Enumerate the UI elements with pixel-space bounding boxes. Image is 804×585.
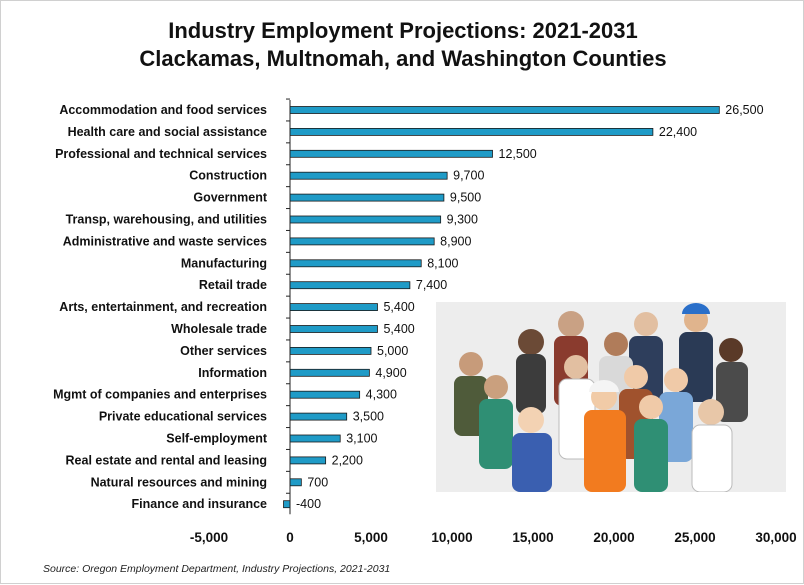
x-tick-label: 15,000 (512, 530, 553, 545)
data-label: 5,000 (377, 344, 408, 358)
data-label: 700 (307, 475, 328, 489)
bar (289, 412, 348, 421)
bar (289, 215, 442, 224)
data-label: 5,400 (383, 300, 414, 314)
category-label: Administrative and waste services (63, 234, 267, 248)
bar (289, 149, 493, 158)
bar (289, 303, 378, 312)
x-tick-label: 0 (286, 530, 294, 545)
x-tick-label: 30,000 (755, 530, 796, 545)
category-label: Finance and insurance (132, 497, 268, 511)
data-label: 26,500 (725, 103, 763, 117)
source-note: Source: Oregon Employment Department, In… (43, 563, 391, 575)
data-label: 12,500 (499, 147, 537, 161)
people-of-many-occupations-photo (436, 302, 786, 492)
category-label: Health care and social assistance (68, 125, 267, 139)
bar (289, 456, 327, 465)
category-label: Retail trade (199, 278, 267, 292)
data-label: 4,300 (366, 388, 397, 402)
category-label: Other services (180, 344, 267, 358)
x-tick-label: 25,000 (674, 530, 715, 545)
data-label: 2,200 (332, 453, 363, 467)
x-tick-label: 5,000 (354, 530, 388, 545)
category-label: Arts, entertainment, and recreation (59, 300, 267, 314)
data-label: 8,100 (427, 256, 458, 270)
category-label: Construction (189, 169, 267, 183)
bar (289, 325, 378, 333)
bar (289, 128, 654, 136)
data-label: 7,400 (416, 278, 447, 292)
category-label: Government (193, 191, 267, 205)
x-tick-label: 20,000 (593, 530, 634, 545)
bar (289, 106, 720, 114)
category-label: Professional and technical services (55, 147, 267, 161)
category-label: Private educational services (99, 410, 267, 424)
x-tick-label: -5,000 (190, 530, 228, 545)
bar (289, 346, 372, 355)
category-label: Mgmt of companies and enterprises (53, 388, 267, 402)
bar (289, 237, 435, 246)
category-label: Self-employment (166, 432, 268, 446)
category-label: Wholesale trade (171, 322, 267, 336)
data-label: -400 (296, 497, 321, 511)
category-label: Manufacturing (181, 256, 267, 270)
bar (289, 281, 411, 290)
data-label: 3,500 (353, 410, 384, 424)
bar (289, 478, 302, 487)
data-label: 8,900 (440, 234, 471, 248)
data-label: 9,500 (450, 191, 481, 205)
x-tick-label: 10,000 (431, 530, 472, 545)
data-label: 3,100 (346, 432, 377, 446)
chart-subtitle: Clackamas, Multnomah, and Washington Cou… (139, 46, 667, 71)
category-label: Real estate and rental and leasing (66, 453, 267, 467)
bar (289, 434, 341, 443)
chart-title: Industry Employment Projections: 2021-20… (168, 18, 638, 43)
data-label: 4,900 (375, 366, 406, 380)
data-label: 5,400 (383, 322, 414, 336)
category-label: Natural resources and mining (91, 475, 267, 489)
occupations-photo (436, 302, 786, 492)
bar (289, 193, 445, 202)
category-label: Transp, warehousing, and utilities (66, 213, 267, 227)
data-label: 9,300 (447, 213, 478, 227)
bar (289, 259, 422, 268)
data-label: 22,400 (659, 125, 697, 139)
bar (283, 500, 291, 509)
bar (289, 368, 370, 377)
category-label: Information (198, 366, 267, 380)
bar (289, 390, 361, 399)
data-label: 9,700 (453, 169, 484, 183)
bar (289, 171, 448, 180)
category-label: Accommodation and food services (59, 103, 267, 117)
